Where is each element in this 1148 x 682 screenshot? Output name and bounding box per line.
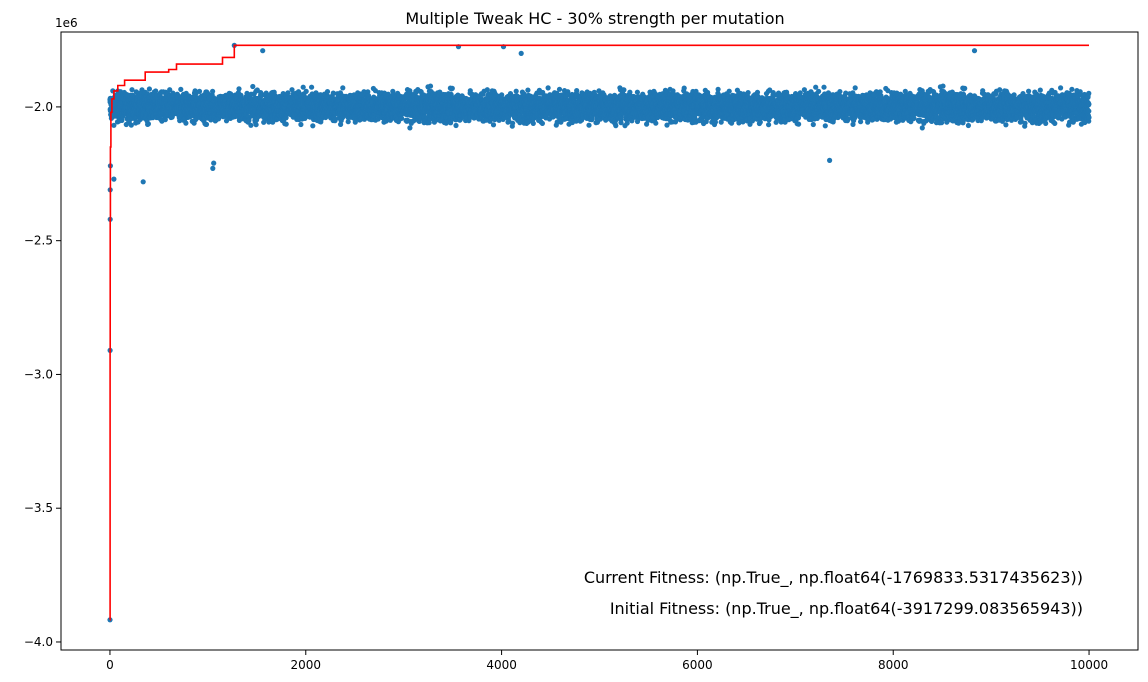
- scatter-point: [427, 83, 434, 89]
- scatter-point: [238, 92, 244, 98]
- scatter-point: [248, 122, 254, 128]
- scatter-point: [407, 125, 413, 131]
- y-offset-label: 1e6: [55, 16, 78, 30]
- scatter-point: [250, 83, 256, 90]
- scatter-point: [589, 117, 595, 123]
- scatter-point: [345, 119, 351, 125]
- scatter-point: [309, 84, 315, 90]
- scatter-point: [298, 121, 304, 128]
- scatter-point: [449, 85, 455, 91]
- scatter-point: [545, 85, 551, 91]
- scatter-point: [303, 88, 309, 94]
- scatter-point: [453, 122, 459, 129]
- scatter-point: [253, 122, 259, 128]
- scatter-point: [236, 86, 242, 92]
- scatter-point: [167, 87, 173, 93]
- scatter-point: [119, 117, 125, 123]
- scatter-point: [586, 122, 592, 128]
- scatter-point: [490, 122, 497, 128]
- scatter-point: [530, 120, 536, 126]
- scatter-point: [153, 88, 159, 94]
- scatter-point: [210, 88, 216, 94]
- scatter-point: [513, 88, 519, 94]
- scatter-point: [196, 88, 203, 94]
- scatter-point: [340, 85, 346, 91]
- scatter-point: [525, 87, 531, 93]
- scatter-point: [203, 121, 210, 127]
- scatter-point: [128, 122, 134, 128]
- scatter-point: [178, 86, 184, 92]
- scatter-points: [107, 83, 1092, 131]
- scatter-point: [285, 90, 291, 96]
- scatter-point: [261, 119, 267, 125]
- scatter-point: [111, 122, 117, 128]
- scatter-point: [509, 120, 516, 126]
- chart-title: Multiple Tweak HC - 30% strength per mut…: [405, 9, 784, 28]
- scatter-point: [324, 89, 331, 95]
- scatter-point: [283, 121, 289, 127]
- scatter-point: [574, 88, 580, 94]
- scatter-point: [556, 86, 563, 92]
- scatter-point: [246, 117, 252, 124]
- scatter-point: [539, 120, 546, 126]
- scatter-point: [129, 87, 135, 93]
- scatter-point: [145, 121, 151, 127]
- scatter-point: [146, 86, 152, 92]
- scatter-point: [300, 84, 306, 90]
- scatter-point: [310, 123, 316, 129]
- scatter-point: [183, 120, 189, 126]
